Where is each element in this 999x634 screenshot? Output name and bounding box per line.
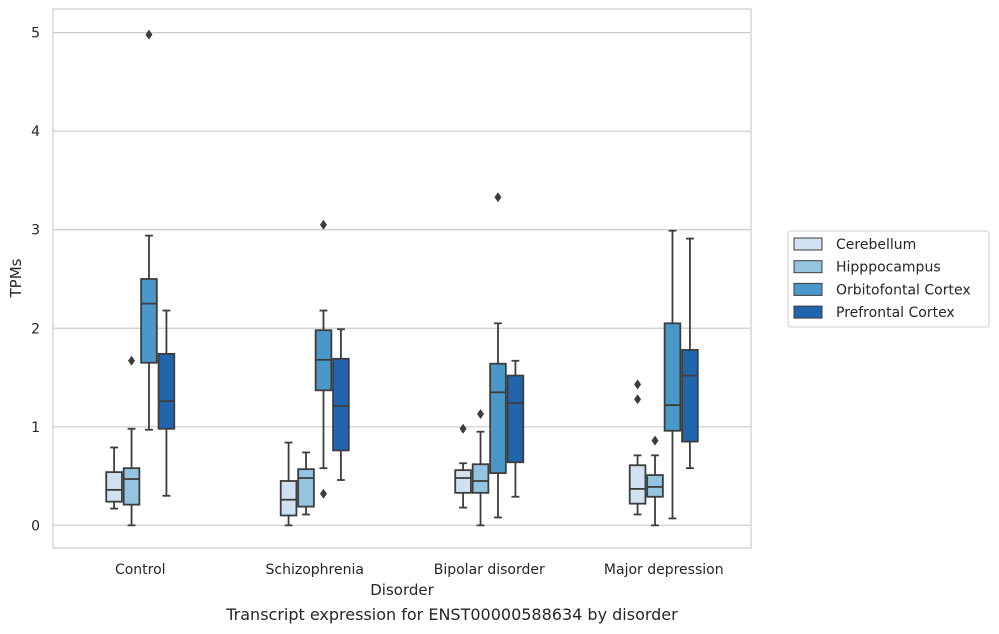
box-iqr <box>122 467 141 506</box>
box-hipppocampus <box>297 451 315 516</box>
outlier-point <box>477 408 485 419</box>
box-iqr <box>454 469 472 494</box>
y-tick-label: 3 <box>31 223 40 239</box>
box-cerebellum <box>628 379 647 516</box>
box-cerebellum <box>279 441 298 527</box>
box-iqr <box>297 468 315 508</box>
legend-swatch <box>793 305 823 319</box>
outlier-point <box>145 29 153 40</box>
box-iqr <box>157 352 176 430</box>
y-tick-label: 4 <box>31 124 40 140</box>
box-hipppocampus <box>646 435 664 527</box>
x-tick-label: Bipolar disorder <box>434 562 545 578</box>
outlier-point <box>634 379 642 390</box>
box-iqr <box>489 362 507 475</box>
box-iqr <box>681 349 699 443</box>
outlier-point <box>128 355 136 366</box>
y-tick-label: 0 <box>31 518 40 534</box>
y-tick-label: 2 <box>31 321 40 337</box>
legend-label: Hipppocampus <box>836 260 941 276</box>
box-cerebellum <box>454 423 472 509</box>
legend-swatch <box>793 282 823 296</box>
box-hipppocampus <box>471 408 490 527</box>
legend: Cerebellum Hipppocampus Orbitofontal Corte… <box>787 230 990 328</box>
x-tick-label: Major depression <box>604 562 724 578</box>
legend-label: Cerebellum <box>836 237 916 253</box>
outlier-point <box>634 394 642 405</box>
box-iqr <box>332 357 350 452</box>
box-cerebellum <box>105 446 123 510</box>
legend-swatch <box>793 260 823 274</box>
box-prefrontal-cortex <box>506 359 525 498</box>
x-axis-ticks: Control Schizophrenia Bipolar disorder Majo… <box>115 562 724 578</box>
box-orbitofontal-cortex <box>314 219 333 499</box>
box-iqr <box>506 374 525 464</box>
box-orbitofontal-cortex <box>663 229 682 520</box>
chart-caption: Transcript expression for ENST0000058863… <box>226 605 678 624</box>
plot-background <box>53 9 751 548</box>
box-prefrontal-cortex <box>157 309 176 497</box>
legend-label: Orbitofontal Cortex <box>836 282 971 298</box>
y-tick-label: 5 <box>31 26 40 42</box>
y-tick-label: 1 <box>31 420 40 436</box>
outlier-point <box>494 192 502 203</box>
box-hipppocampus <box>122 355 141 527</box>
box-iqr <box>471 463 490 494</box>
box-iqr <box>628 464 647 505</box>
box-iqr <box>105 471 123 503</box>
box-iqr <box>663 322 682 432</box>
plot-frame <box>52 8 752 549</box>
outlier-point <box>651 435 659 446</box>
box-prefrontal-cortex <box>681 237 699 470</box>
outlier-point <box>319 219 327 230</box>
x-tick-label: Schizophrenia <box>266 562 364 578</box>
x-tick-label: Control <box>115 562 166 578</box>
outlier-point <box>319 488 327 499</box>
legend-swatch <box>793 237 823 251</box>
box-orbitofontal-cortex <box>140 29 158 431</box>
x-axis-label: Disorder <box>370 581 434 599</box>
box-iqr <box>646 474 664 498</box>
box-groups <box>105 29 699 527</box>
legend-label: Prefrontal Cortex <box>836 305 955 321</box>
y-axis-label: TPMs <box>7 258 25 298</box>
box-iqr <box>279 480 298 517</box>
legend-frame <box>787 230 990 328</box>
box-prefrontal-cortex <box>332 328 350 481</box>
y-axis-ticks: 0 1 2 3 4 5 <box>31 26 40 535</box>
box-iqr <box>140 278 158 364</box>
outlier-point <box>459 423 467 434</box>
box-orbitofontal-cortex <box>489 192 507 519</box>
